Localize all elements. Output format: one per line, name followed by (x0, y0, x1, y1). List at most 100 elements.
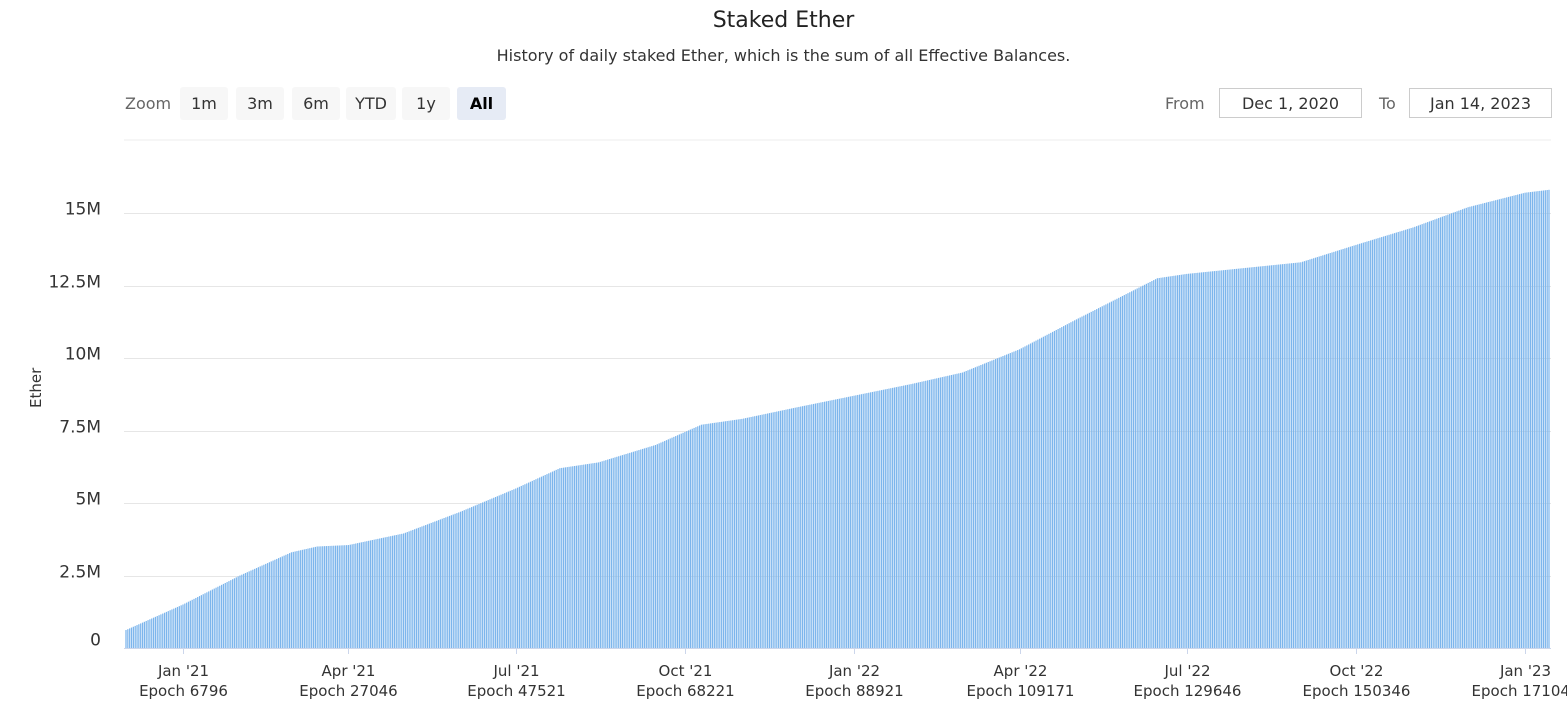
bar (1539, 190, 1541, 649)
x-tick-epoch-label: Epoch 171046 (1472, 682, 1567, 700)
bar (903, 385, 905, 648)
bar (1270, 265, 1273, 648)
bar (835, 399, 837, 648)
bar (550, 472, 552, 648)
bar (1478, 204, 1480, 648)
bar (575, 465, 578, 648)
bar (404, 532, 407, 648)
bar (1390, 234, 1392, 649)
bar (1493, 200, 1495, 648)
bar (1325, 254, 1328, 648)
range-to-input[interactable] (1409, 88, 1552, 118)
bar (1107, 303, 1109, 648)
bar (864, 393, 866, 648)
bar (524, 484, 526, 648)
bar (1548, 189, 1550, 649)
bar (754, 416, 756, 648)
bar (741, 418, 743, 648)
bar (1134, 289, 1136, 648)
chart-title: Staked Ether (712, 8, 855, 33)
bar (175, 607, 177, 648)
zoom-3m-button[interactable]: 3m (236, 87, 284, 120)
bar (1224, 269, 1227, 648)
bar (1215, 270, 1217, 648)
bar (1541, 190, 1543, 648)
bar (588, 463, 590, 648)
bar (320, 546, 322, 648)
bar (1300, 262, 1302, 648)
bar (531, 480, 533, 648)
bar (265, 563, 267, 648)
y-tick-label: 7.5M (59, 418, 101, 438)
bar (871, 391, 874, 648)
bar (401, 533, 403, 648)
bar (998, 357, 1000, 648)
bar (700, 424, 703, 648)
range-from-input[interactable] (1219, 88, 1362, 118)
bar (200, 595, 202, 648)
bar (1417, 225, 1420, 648)
bar (800, 406, 802, 648)
bar (675, 436, 677, 648)
bar (452, 514, 454, 648)
bar (1241, 268, 1243, 648)
bar (127, 629, 129, 648)
bar (261, 565, 263, 648)
bar (673, 436, 675, 648)
bar (358, 542, 361, 648)
bar (421, 526, 423, 648)
bar (1015, 350, 1017, 648)
bar (454, 513, 456, 648)
bar (1485, 202, 1488, 648)
zoom-1y-button[interactable]: 1y (402, 87, 450, 120)
bar (768, 413, 771, 648)
bar (414, 529, 416, 648)
bar (136, 625, 138, 648)
bar (912, 383, 914, 648)
bar (1381, 237, 1383, 649)
bar (691, 428, 693, 648)
bar (579, 465, 581, 648)
bar (592, 463, 594, 648)
bar (1368, 240, 1370, 648)
bar (334, 545, 337, 648)
zoom-1m-button[interactable]: 1m (180, 87, 228, 120)
zoom-6m-button[interactable]: 6m (292, 87, 340, 120)
bar (706, 423, 708, 648)
bar (1131, 291, 1133, 648)
bar (961, 372, 964, 648)
x-tick-label: Jan '23 (1499, 662, 1551, 680)
bar (1335, 251, 1337, 648)
bar (803, 405, 806, 648)
bar (274, 559, 276, 648)
bar (594, 462, 596, 648)
bar (658, 443, 660, 648)
x-tick-label: Oct '22 (1330, 662, 1384, 680)
bar (1110, 301, 1113, 648)
bar (792, 408, 794, 648)
zoom-ytd-button[interactable]: YTD (346, 87, 396, 120)
bar (197, 597, 199, 648)
bar (1140, 286, 1142, 648)
bar (1246, 267, 1249, 648)
bar (268, 562, 271, 648)
x-tick-label: Apr '22 (994, 662, 1048, 680)
bar (1438, 218, 1440, 648)
bar (206, 592, 208, 648)
bar (184, 603, 186, 648)
bar (277, 558, 280, 648)
bar (1219, 270, 1221, 648)
zoom-all-button[interactable]: All (457, 87, 506, 120)
bar (516, 487, 519, 648)
bar (686, 431, 688, 648)
bar (1392, 233, 1394, 649)
range-from-label: From (1165, 94, 1205, 113)
bar (1200, 272, 1203, 648)
bar (353, 543, 355, 648)
bar (478, 503, 480, 648)
bar (1072, 321, 1074, 648)
bar (195, 597, 197, 648)
bar (1070, 322, 1072, 648)
bar (296, 551, 298, 648)
bar (996, 358, 999, 648)
